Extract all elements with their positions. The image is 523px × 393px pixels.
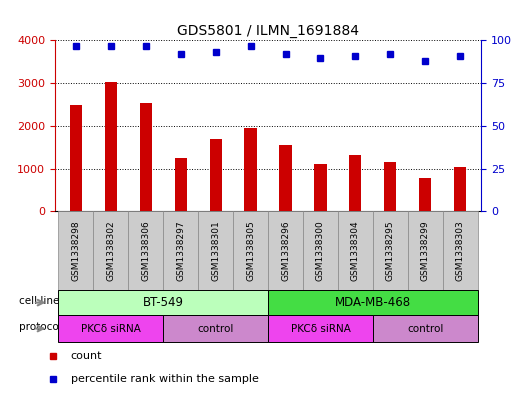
Bar [303, 211, 338, 290]
Bar [210, 139, 222, 211]
Text: GSM1338300: GSM1338300 [316, 220, 325, 281]
Bar [233, 211, 268, 290]
Bar [163, 211, 198, 290]
Bar [268, 290, 477, 315]
Text: percentile rank within the sample: percentile rank within the sample [71, 374, 258, 384]
Text: control: control [198, 323, 234, 334]
Bar [59, 211, 93, 290]
Text: PKCδ siRNA: PKCδ siRNA [290, 323, 350, 334]
Bar [443, 211, 477, 290]
Bar [105, 81, 117, 211]
Text: BT-549: BT-549 [143, 296, 184, 309]
Text: GSM1338304: GSM1338304 [351, 220, 360, 281]
Text: GSM1338306: GSM1338306 [141, 220, 150, 281]
Bar [338, 211, 373, 290]
Text: GSM1338301: GSM1338301 [211, 220, 220, 281]
Bar [349, 155, 361, 211]
Bar [408, 211, 443, 290]
Text: GSM1338296: GSM1338296 [281, 220, 290, 281]
Text: GSM1338303: GSM1338303 [456, 220, 465, 281]
Bar [128, 211, 163, 290]
Bar [384, 162, 396, 211]
Bar [175, 158, 187, 211]
Text: GSM1338302: GSM1338302 [106, 220, 115, 281]
Text: GSM1338298: GSM1338298 [71, 220, 81, 281]
Bar [198, 211, 233, 290]
Bar [419, 178, 431, 211]
Text: GSM1338299: GSM1338299 [421, 220, 430, 281]
Title: GDS5801 / ILMN_1691884: GDS5801 / ILMN_1691884 [177, 24, 359, 38]
Text: GSM1338297: GSM1338297 [176, 220, 185, 281]
Text: cell line: cell line [19, 296, 60, 307]
Bar [268, 211, 303, 290]
Bar [140, 103, 152, 211]
Bar [93, 211, 128, 290]
Text: protocol: protocol [19, 322, 62, 332]
Bar [268, 315, 373, 342]
Bar [373, 211, 408, 290]
Bar [373, 315, 477, 342]
Bar [70, 105, 82, 211]
Text: PKCδ siRNA: PKCδ siRNA [81, 323, 141, 334]
Text: MDA-MB-468: MDA-MB-468 [335, 296, 411, 309]
Bar [314, 164, 326, 211]
Text: count: count [71, 351, 102, 361]
Text: GSM1338295: GSM1338295 [386, 220, 395, 281]
Text: control: control [407, 323, 444, 334]
Text: GSM1338305: GSM1338305 [246, 220, 255, 281]
Bar [163, 315, 268, 342]
Bar [279, 145, 292, 211]
Bar [59, 315, 163, 342]
Bar [59, 290, 268, 315]
Bar [244, 128, 257, 211]
Bar [454, 167, 467, 211]
